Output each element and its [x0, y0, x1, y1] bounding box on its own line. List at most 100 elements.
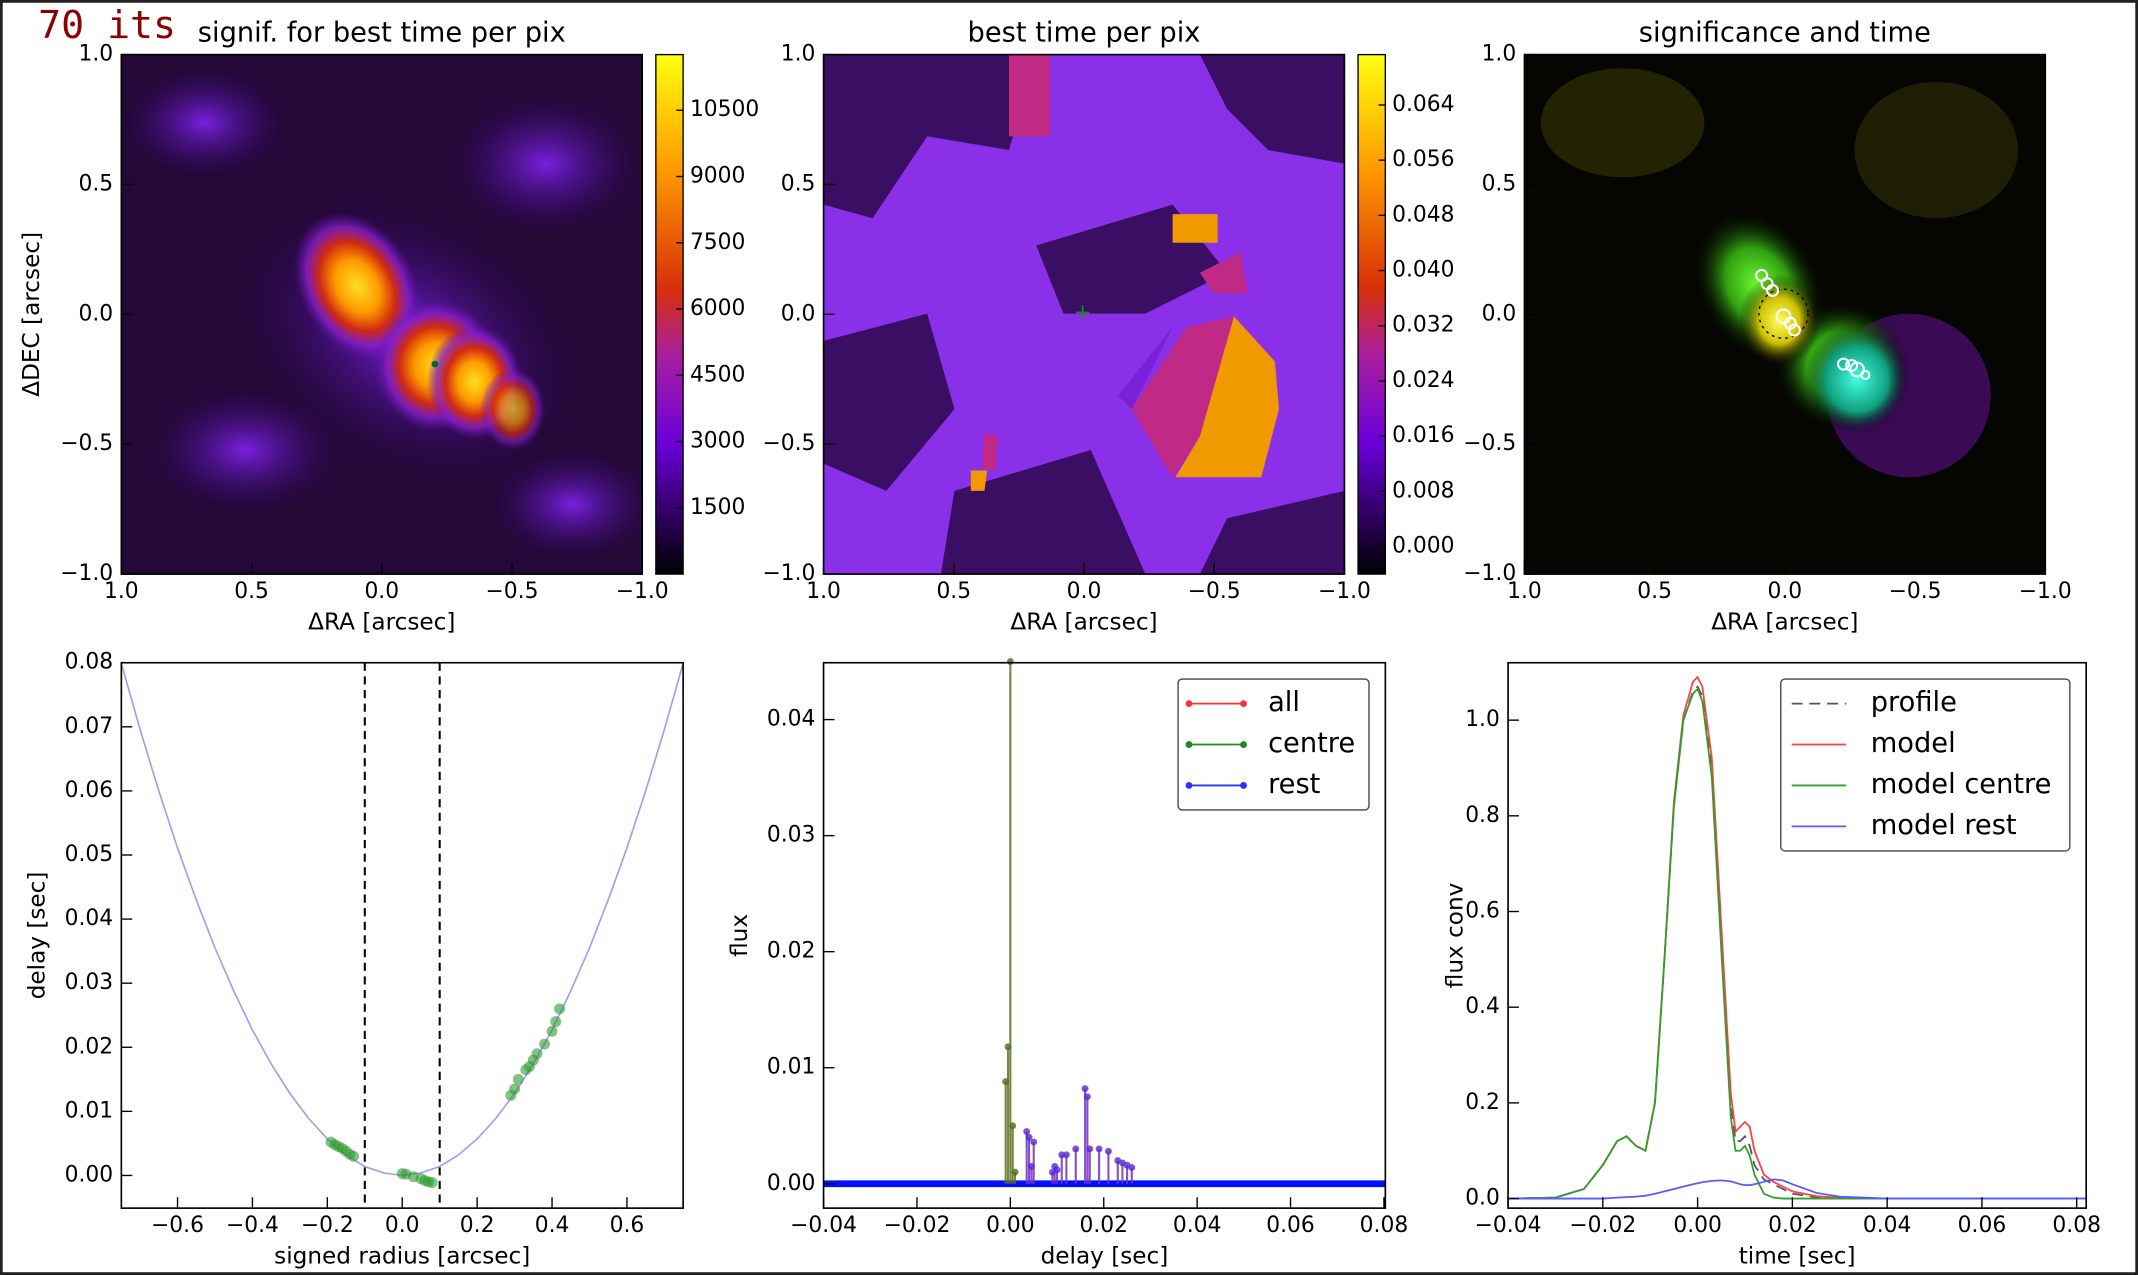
colorbar-tick-label: 0.056 — [1392, 147, 1454, 172]
x-tick-label: 0.4 — [535, 1213, 570, 1238]
y-tick-label: 0.03 — [65, 970, 114, 995]
colorbar-tick-label: 10500 — [690, 97, 759, 122]
legend-label: model centre — [1871, 769, 2052, 800]
stem-marker — [1058, 1151, 1066, 1159]
x-tick-label: 0.02 — [1768, 1213, 1817, 1238]
x-axis-label: delay [sec] — [1041, 1243, 1169, 1270]
colorbar-tick-label: 0.000 — [1392, 533, 1454, 558]
y-tick-label: 0.6 — [1465, 899, 1500, 924]
legend-marker — [1185, 741, 1193, 748]
y-tick-label: 0.5 — [781, 171, 816, 196]
chart-title: signif. for best time per pix — [198, 18, 566, 49]
y-tick-label: 0.02 — [767, 939, 816, 964]
legend-marker — [1185, 700, 1193, 708]
data-point — [512, 1073, 524, 1085]
x-tick-label: 0.0 — [364, 579, 399, 604]
chart-title: best time per pix — [968, 18, 1201, 49]
colorbar-tick-label: 0.024 — [1392, 368, 1454, 393]
data-point — [554, 1003, 565, 1015]
y-tick-label: −0.5 — [1463, 431, 1516, 456]
data-point — [426, 1177, 438, 1188]
colorbar-tick-label: 0.064 — [1392, 92, 1454, 117]
x-tick-label: −1.0 — [2019, 579, 2072, 604]
stem-marker — [1011, 1168, 1019, 1176]
y-tick-label: 0.0 — [1465, 1186, 1500, 1211]
stem-marker — [1072, 1145, 1080, 1153]
x-tick-label: −1.0 — [1318, 579, 1371, 604]
y-tick-label: 0.07 — [65, 714, 114, 739]
y-tick-label: 0.5 — [1482, 171, 1517, 196]
stem-marker — [1086, 1145, 1094, 1153]
y-tick-label: 1.0 — [79, 42, 114, 67]
y-tick-label: 0.08 — [65, 650, 114, 675]
x-axis-label: ΔRA [arcsec] — [1010, 609, 1157, 636]
stem-marker — [1083, 1093, 1091, 1101]
centre-marker: + — [1074, 301, 1092, 326]
data-point — [509, 1083, 521, 1095]
y-axis-label: flux — [726, 914, 753, 957]
x-tick-label: −0.02 — [1569, 1213, 1636, 1238]
y-tick-label: 0.06 — [65, 778, 114, 803]
y-tick-label: 1.0 — [1482, 42, 1517, 67]
colorbar-tick-label: 0.040 — [1392, 258, 1454, 283]
colorbar-tick-label: 7500 — [690, 230, 745, 255]
y-tick-label: 0.0 — [79, 301, 114, 326]
x-tick-label: −0.4 — [226, 1213, 279, 1238]
legend-marker — [1240, 741, 1247, 748]
x-tick-label: 0.08 — [2052, 1213, 2101, 1238]
y-axis-label: delay [sec] — [24, 872, 51, 1000]
colorbar-tick-label: 4500 — [690, 362, 745, 387]
x-tick-label: 0.04 — [1863, 1213, 1912, 1238]
x-tick-label: 1.0 — [1507, 579, 1542, 604]
data-point — [348, 1150, 360, 1162]
stem-marker — [1023, 1128, 1031, 1135]
legend-label: rest — [1268, 769, 1321, 800]
x-tick-label: −0.5 — [1188, 579, 1241, 604]
iteration-label: 70 its — [38, 4, 176, 48]
data-point — [531, 1048, 543, 1060]
y-tick-label: 0.02 — [65, 1034, 114, 1059]
colorbar-tick-label: 6000 — [690, 296, 745, 321]
stem-marker — [1030, 1138, 1038, 1146]
series-line — [1508, 687, 2087, 1200]
y-tick-label: 0.00 — [767, 1171, 816, 1196]
x-tick-label: −0.6 — [151, 1213, 204, 1238]
y-tick-label: 0.0 — [781, 301, 816, 326]
legend-marker — [1240, 700, 1247, 708]
heatmap-combined — [1524, 54, 2046, 575]
axes-frame — [1507, 661, 2088, 1209]
stem-marker — [1009, 1122, 1017, 1130]
x-tick-label: 0.08 — [1360, 1213, 1409, 1238]
x-tick-label: 0.02 — [1079, 1213, 1128, 1238]
x-axis-label: ΔRA [arcsec] — [1711, 609, 1858, 636]
y-tick-label: −1.0 — [60, 561, 113, 586]
x-axis-label: time [sec] — [1739, 1243, 1856, 1270]
y-tick-label: 0.04 — [767, 707, 816, 732]
y-tick-label: 0.0 — [1482, 301, 1517, 326]
x-tick-label: 0.5 — [1637, 579, 1672, 604]
x-tick-label: 0.6 — [610, 1213, 645, 1238]
colorbar-tick-label: 0.016 — [1392, 423, 1454, 448]
x-tick-label: 0.0 — [1067, 579, 1102, 604]
heatmap-time: + — [823, 54, 1345, 575]
legend-marker — [1240, 782, 1247, 789]
x-tick-label: 0.5 — [936, 579, 971, 604]
x-axis-label: ΔRA [arcsec] — [308, 609, 455, 636]
x-tick-label: 0.5 — [234, 579, 269, 604]
axes-frame — [822, 661, 1387, 1209]
x-tick-label: −1.0 — [616, 579, 669, 604]
y-tick-label: 1.0 — [1465, 707, 1500, 732]
colorbar-tick-label: 0.008 — [1392, 478, 1454, 503]
colorbar — [655, 53, 684, 575]
stem-marker — [1128, 1164, 1136, 1171]
y-tick-label: −1.0 — [762, 561, 815, 586]
series-line — [1508, 1178, 2087, 1200]
x-tick-label: 0.04 — [1173, 1213, 1222, 1238]
stem-marker — [1006, 658, 1014, 665]
legend-marker — [1185, 782, 1193, 789]
legend — [1780, 678, 2071, 852]
x-tick-label: 0.0 — [1768, 579, 1803, 604]
data-point — [550, 1016, 562, 1028]
colorbar — [1357, 53, 1387, 575]
x-tick-label: 1.0 — [806, 579, 841, 604]
